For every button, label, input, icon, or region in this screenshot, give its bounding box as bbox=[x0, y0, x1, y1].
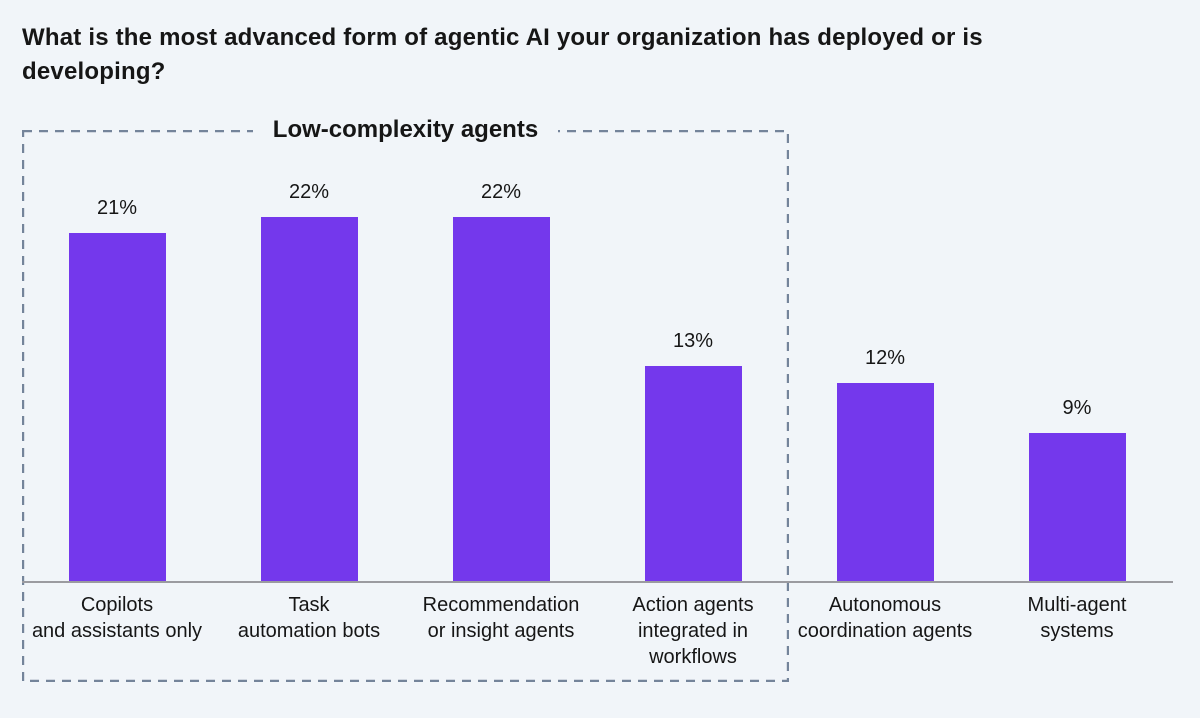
bar-copilots-and-assistants-only bbox=[68, 233, 166, 582]
x-axis-line bbox=[22, 581, 1173, 583]
bar-slot-action-agents-integrated-in-workflows: 13% bbox=[597, 162, 789, 582]
category-label-autonomous-coordination-agents: Autonomous coordination agents bbox=[797, 594, 973, 642]
bar-slot-task-automation-bots: 22% bbox=[213, 162, 405, 582]
group-box-label: Low-complexity agents bbox=[252, 113, 559, 147]
bar-value-label: 12% bbox=[864, 347, 906, 369]
bar-multi-agent-systems bbox=[1028, 433, 1126, 582]
bar-slot-copilots-and-assistants-only: 21% bbox=[21, 162, 213, 582]
bars-row: 21% 22% 22% 13% 12% 9% bbox=[21, 162, 1173, 582]
category-label-action-agents-integrated-in-workflows: Action agents integrated in workflows bbox=[632, 594, 754, 668]
bar-slot-multi-agent-systems: 9% bbox=[981, 162, 1173, 582]
group-box-label-wrap: Low-complexity agents bbox=[22, 113, 789, 147]
bar-task-automation-bots bbox=[260, 217, 358, 582]
chart-question-title: What is the most advanced form of agenti… bbox=[22, 24, 983, 85]
bar-autonomous-coordination-agents bbox=[836, 383, 934, 582]
bar-recommendation-or-insight-agents bbox=[452, 217, 550, 582]
bar-value-label: 9% bbox=[1062, 397, 1092, 419]
category-label-copilots-and-assistants-only: Copilots and assistants only bbox=[31, 594, 203, 642]
bar-value-label: 22% bbox=[288, 181, 330, 203]
low-complexity-group-box: Low-complexity agents bbox=[22, 113, 789, 682]
bar-slot-recommendation-or-insight-agents: 22% bbox=[405, 162, 597, 582]
bar-action-agents-integrated-in-workflows bbox=[644, 366, 742, 582]
bar-slot-autonomous-coordination-agents: 12% bbox=[789, 162, 981, 582]
category-label-task-automation-bots: Task automation bots bbox=[237, 594, 381, 642]
dashed-border bbox=[22, 130, 789, 682]
bar-value-label: 22% bbox=[480, 181, 522, 203]
category-label-multi-agent-systems: Multi-agent systems bbox=[1027, 594, 1127, 642]
bar-value-label: 21% bbox=[96, 197, 138, 219]
bar-value-label: 13% bbox=[672, 330, 714, 352]
category-label-recommendation-or-insight-agents: Recommendation or insight agents bbox=[422, 594, 580, 642]
category-labels-row: Copilots and assistants only Task automatio… bbox=[21, 592, 1173, 670]
